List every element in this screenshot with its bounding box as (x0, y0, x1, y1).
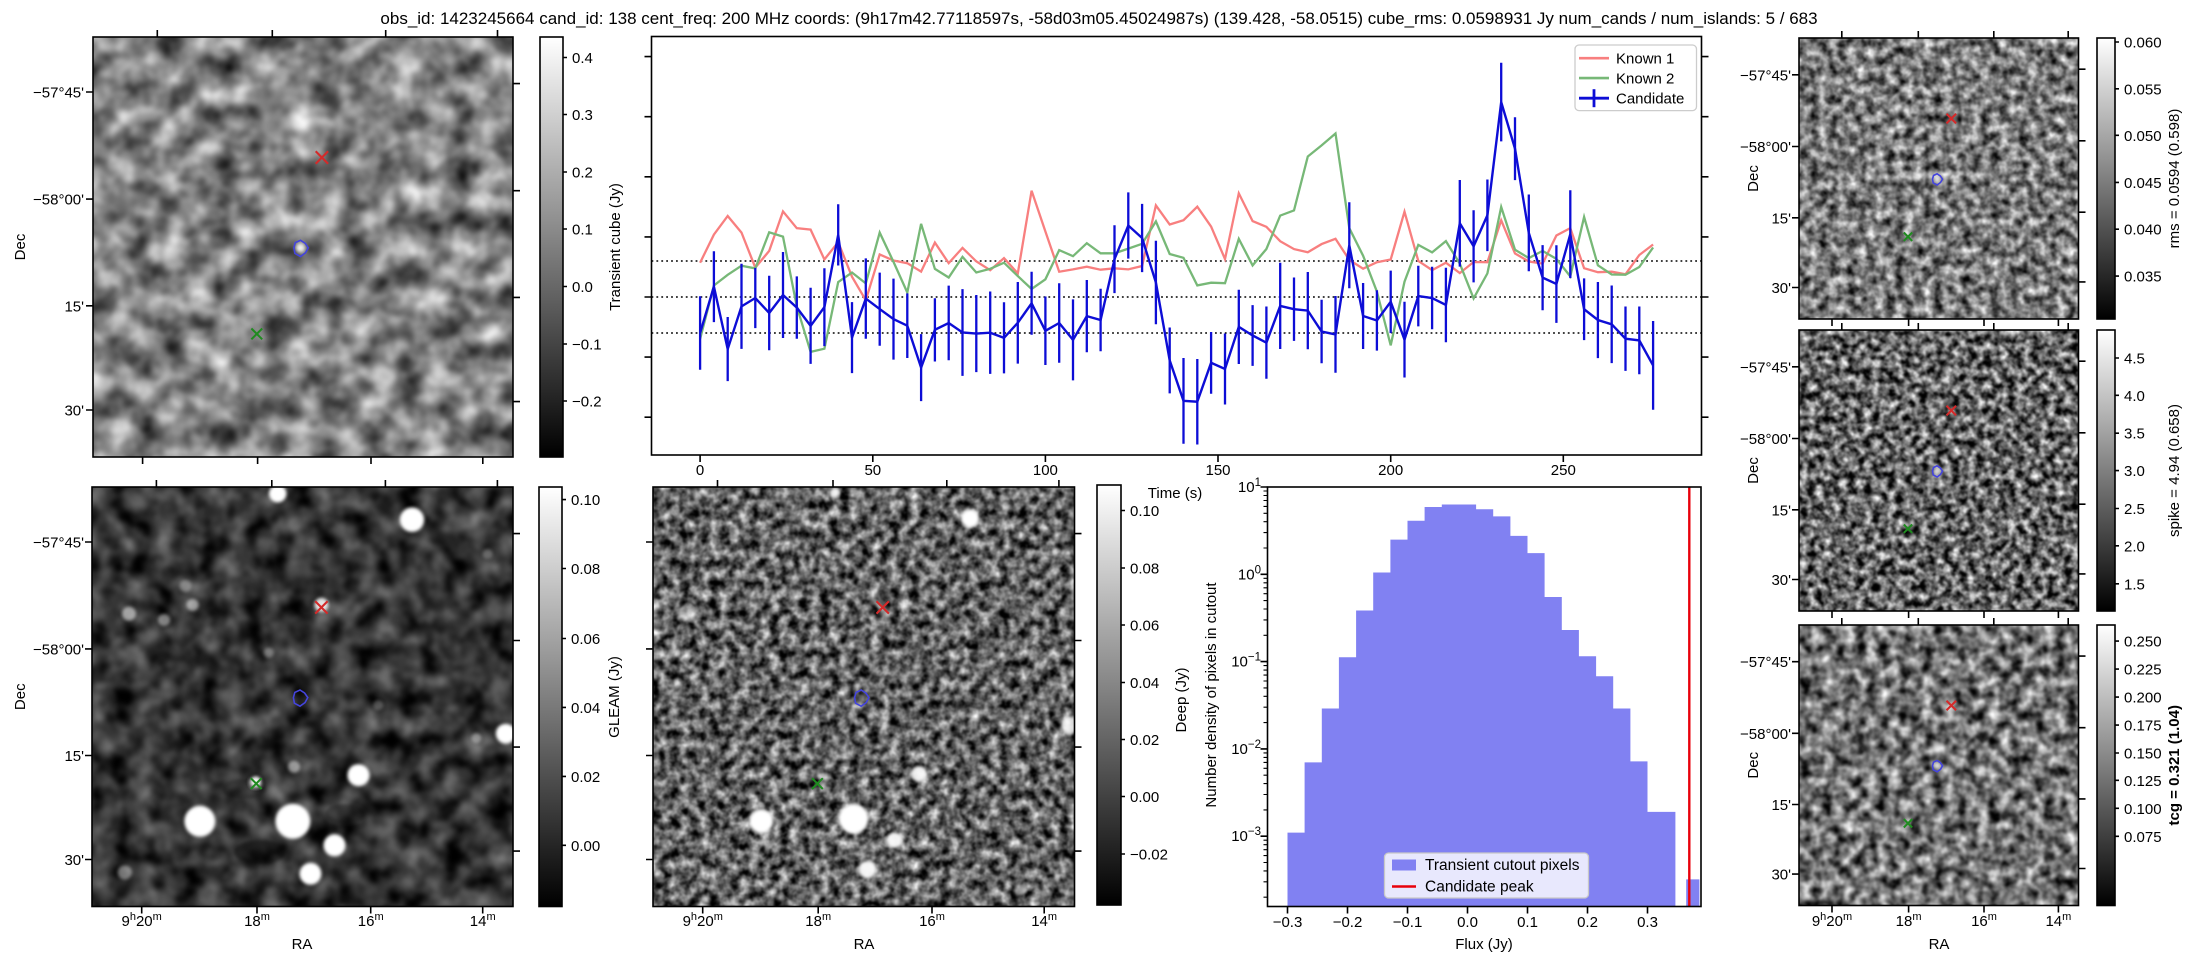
svg-text:0.06: 0.06 (1130, 618, 1159, 635)
svg-text:Dec: Dec (1745, 165, 1762, 192)
svg-text:obs_id: 1423245664 cand_id: 13: obs_id: 1423245664 cand_id: 138 cent_fre… (380, 9, 1817, 28)
svg-text:0.08: 0.08 (571, 561, 600, 578)
svg-text:0.055: 0.055 (2124, 81, 2162, 98)
svg-text:30': 30' (64, 852, 84, 869)
svg-text:15': 15' (64, 298, 84, 315)
svg-text:150: 150 (1205, 462, 1230, 479)
svg-text:3.0: 3.0 (2124, 463, 2145, 480)
svg-text:tcg = 0.321 (1.04): tcg = 0.321 (1.04) (2166, 705, 2183, 825)
svg-text:−57°45': −57°45' (33, 535, 84, 552)
svg-text:GLEAM (Jy): GLEAM (Jy) (606, 656, 623, 738)
svg-text:0.045: 0.045 (2124, 175, 2162, 192)
svg-text:Deep (Jy): Deep (Jy) (1173, 667, 1190, 732)
svg-text:−57°45': −57°45' (1740, 654, 1791, 671)
svg-text:0.1: 0.1 (572, 222, 593, 239)
svg-text:0.040: 0.040 (2124, 222, 2162, 239)
svg-text:−0.2: −0.2 (1333, 914, 1363, 931)
svg-text:4.0: 4.0 (2124, 388, 2145, 405)
svg-text:Known 2: Known 2 (1616, 70, 1674, 87)
svg-text:0.04: 0.04 (1130, 675, 1159, 692)
svg-text:0.4: 0.4 (572, 50, 593, 67)
svg-text:0.250: 0.250 (2124, 634, 2162, 651)
svg-text:0.035: 0.035 (2124, 269, 2162, 286)
svg-text:−58°00': −58°00' (1740, 726, 1791, 743)
svg-text:0.0: 0.0 (572, 279, 593, 296)
svg-text:15': 15' (1771, 210, 1791, 227)
svg-text:−0.1: −0.1 (1393, 914, 1423, 931)
svg-text:0: 0 (696, 462, 704, 479)
svg-text:0.075: 0.075 (2124, 829, 2162, 846)
svg-text:−57°45': −57°45' (1740, 67, 1791, 84)
svg-text:3.5: 3.5 (2124, 426, 2145, 443)
svg-text:0.050: 0.050 (2124, 128, 2162, 145)
svg-text:0.0: 0.0 (1457, 914, 1478, 931)
svg-text:Known 1: Known 1 (1616, 51, 1674, 68)
svg-text:rms = 0.0594 (0.598): rms = 0.0594 (0.598) (2166, 109, 2183, 249)
svg-text:0.1: 0.1 (1517, 914, 1538, 931)
svg-text:0.10: 0.10 (1130, 503, 1159, 520)
svg-text:0.150: 0.150 (2124, 746, 2162, 763)
svg-text:Dec: Dec (12, 233, 29, 260)
svg-text:RA: RA (854, 936, 875, 953)
svg-text:Transient cube (Jy): Transient cube (Jy) (607, 183, 624, 311)
svg-text:Dec: Dec (1745, 457, 1762, 484)
svg-text:−58°00': −58°00' (1740, 139, 1791, 156)
svg-text:−0.1: −0.1 (572, 337, 602, 354)
svg-text:2.0: 2.0 (2124, 538, 2145, 555)
svg-text:Time (s): Time (s) (1148, 485, 1202, 502)
svg-text:0.3: 0.3 (1637, 914, 1658, 931)
svg-text:30': 30' (64, 403, 84, 420)
svg-text:0.02: 0.02 (571, 769, 600, 786)
svg-text:0.225: 0.225 (2124, 662, 2162, 679)
svg-text:30': 30' (1771, 867, 1791, 884)
svg-text:0.10: 0.10 (571, 492, 600, 509)
svg-text:15': 15' (1771, 797, 1791, 814)
svg-text:Transient cutout pixels: Transient cutout pixels (1425, 857, 1580, 874)
svg-text:30': 30' (1771, 572, 1791, 589)
svg-text:−57°45': −57°45' (1740, 359, 1791, 376)
svg-text:0.2: 0.2 (572, 165, 593, 182)
svg-text:−57°45': −57°45' (33, 85, 84, 102)
svg-text:−0.2: −0.2 (572, 394, 602, 411)
svg-text:0.100: 0.100 (2124, 801, 2162, 818)
svg-text:−0.02: −0.02 (1130, 847, 1168, 864)
svg-text:15': 15' (64, 748, 84, 765)
svg-text:15': 15' (1771, 502, 1791, 519)
svg-text:Dec: Dec (1745, 751, 1762, 778)
svg-text:4.5: 4.5 (2124, 351, 2145, 368)
svg-text:0.200: 0.200 (2124, 690, 2162, 707)
svg-text:Flux (Jy): Flux (Jy) (1455, 936, 1513, 953)
svg-text:0.06: 0.06 (571, 631, 600, 648)
svg-text:0.02: 0.02 (1130, 732, 1159, 749)
svg-text:0.125: 0.125 (2124, 773, 2162, 790)
svg-text:2.5: 2.5 (2124, 501, 2145, 518)
svg-text:0.2: 0.2 (1577, 914, 1598, 931)
svg-text:−0.3: −0.3 (1273, 914, 1303, 931)
svg-text:spike = 4.94 (0.658): spike = 4.94 (0.658) (2166, 404, 2183, 537)
svg-text:0.3: 0.3 (572, 107, 593, 124)
svg-text:0.175: 0.175 (2124, 718, 2162, 735)
svg-text:0.04: 0.04 (571, 700, 600, 717)
svg-text:−58°00': −58°00' (33, 641, 84, 658)
svg-text:Dec: Dec (12, 683, 29, 710)
svg-text:100: 100 (1033, 462, 1058, 479)
svg-text:Candidate: Candidate (1616, 91, 1684, 108)
svg-text:30': 30' (1771, 280, 1791, 297)
svg-text:RA: RA (1929, 936, 1950, 953)
svg-text:0.060: 0.060 (2124, 35, 2162, 52)
svg-text:−58°00': −58°00' (1740, 431, 1791, 448)
svg-text:0.00: 0.00 (1130, 789, 1159, 806)
svg-text:0.00: 0.00 (571, 838, 600, 855)
svg-text:200: 200 (1378, 462, 1403, 479)
svg-text:250: 250 (1551, 462, 1576, 479)
svg-text:Number density of pixels in cu: Number density of pixels in cutout (1203, 582, 1220, 808)
svg-text:0.08: 0.08 (1130, 561, 1159, 578)
svg-text:1.5: 1.5 (2124, 576, 2145, 593)
svg-text:50: 50 (864, 462, 881, 479)
svg-text:RA: RA (292, 936, 313, 953)
svg-text:−58°00': −58°00' (33, 192, 84, 209)
svg-text:Candidate peak: Candidate peak (1425, 879, 1534, 896)
